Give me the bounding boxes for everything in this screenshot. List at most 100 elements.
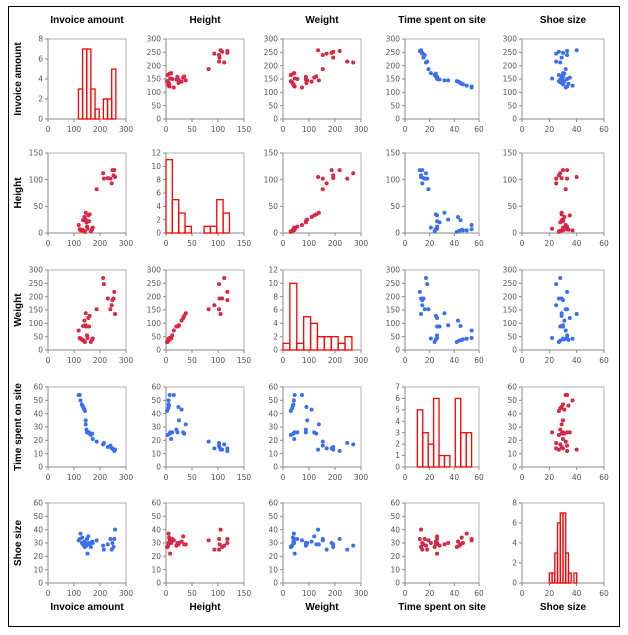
data-point-center — [305, 82, 308, 84]
plot-frame — [282, 269, 362, 351]
data-point — [558, 324, 563, 329]
data-point — [94, 439, 99, 444]
data-point — [290, 535, 295, 540]
data-point-center — [346, 60, 348, 63]
x-tick-label: 20 — [545, 239, 555, 248]
data-point — [108, 537, 113, 541]
data-point — [90, 431, 95, 436]
data-point — [177, 418, 181, 423]
y-tick-label: 10 — [151, 449, 161, 458]
data-point — [420, 303, 425, 308]
x-tick-label: 60 — [599, 356, 609, 365]
column-title: Weight — [305, 15, 339, 26]
x-tick-label: 60 — [474, 356, 484, 365]
y-tick-label: 0 — [156, 229, 161, 238]
y-tick-label: 4 — [156, 202, 161, 211]
data-point — [217, 441, 222, 445]
data-point — [206, 439, 211, 444]
data-point — [101, 543, 106, 548]
data-point-center — [558, 410, 560, 412]
x-tick-label: 40 — [572, 473, 582, 482]
x-tick-label: 0 — [46, 473, 51, 482]
y-tick-label: 250 — [264, 48, 279, 57]
data-point — [331, 542, 336, 547]
plot-frame — [165, 152, 245, 234]
data-point — [292, 437, 297, 441]
x-tick-label: 40 — [450, 125, 460, 134]
data-point — [574, 312, 579, 316]
y-tick-label: 4 — [273, 319, 278, 328]
data-point — [112, 537, 117, 541]
y-tick-label: 150 — [29, 306, 44, 315]
y-tick-label: 0 — [512, 579, 517, 588]
y-tick-label: 20 — [268, 552, 278, 561]
y-tick-label: 50 — [507, 396, 517, 405]
data-point — [320, 443, 325, 448]
y-tick-label: 100 — [386, 319, 401, 328]
data-point — [312, 534, 317, 539]
data-point — [469, 336, 474, 340]
data-point — [426, 307, 431, 312]
x-tick-label: 20 — [425, 356, 435, 365]
data-point — [165, 409, 170, 413]
data-point — [426, 67, 431, 72]
data-point-center — [447, 542, 449, 544]
data-point-center — [563, 216, 566, 218]
y-tick-label: 50 — [268, 512, 278, 521]
data-point — [288, 545, 293, 549]
x-axis-label: Weight — [305, 602, 339, 613]
data-point-center — [111, 182, 113, 185]
data-point — [469, 328, 474, 333]
data-point-center — [226, 299, 229, 301]
x-tick-label: 100 — [67, 239, 82, 248]
data-point-center — [223, 61, 225, 64]
data-point — [464, 228, 469, 233]
data-point — [345, 441, 350, 445]
data-point-center — [111, 299, 114, 301]
data-point — [570, 83, 575, 88]
data-point-center — [427, 539, 430, 542]
y-tick-label: 0 — [156, 463, 161, 472]
panel-4-0: 0 10 20 30 40 50 60 0 100 200 300 — [33, 499, 133, 598]
data-point — [565, 333, 570, 338]
y-tick-label: 0 — [395, 115, 400, 124]
data-point-center — [77, 329, 80, 332]
x-tick-label: 150 — [237, 589, 252, 598]
data-point-center — [169, 552, 171, 555]
data-point-center — [207, 308, 210, 310]
panel-0-4: 0 50 100 150 200 250 300 0 20 40 60 — [503, 35, 609, 134]
x-tick-label: 40 — [572, 239, 582, 248]
x-tick-label: 100 — [211, 125, 226, 134]
data-point — [556, 73, 561, 77]
data-point — [464, 336, 469, 341]
x-tick-label: 0 — [46, 589, 51, 598]
x-tick-label: 20 — [425, 239, 435, 248]
histogram-bar — [90, 88, 96, 120]
data-point — [435, 219, 440, 224]
x-tick-label: 40 — [572, 356, 582, 365]
x-tick-label: 20 — [425, 125, 435, 134]
y-tick-label: 10 — [507, 449, 517, 458]
data-point-center — [565, 188, 567, 190]
y-tick-label: 150 — [386, 75, 401, 84]
histogram-bar — [203, 225, 212, 234]
y-tick-label: 30 — [390, 539, 400, 548]
panel-0-1: 0 50 100 150 200 250 300 0 50 100 150 — [147, 35, 252, 134]
data-point — [316, 422, 321, 427]
data-point-center — [166, 341, 169, 343]
data-point-center — [470, 538, 473, 540]
x-tick-label: 100 — [302, 473, 317, 482]
data-point — [101, 547, 106, 552]
x-tick-label: 100 — [67, 589, 82, 598]
data-point-center — [103, 283, 105, 285]
y-tick-label: 50 — [151, 512, 161, 521]
data-point — [176, 405, 181, 409]
y-tick-label: 150 — [147, 75, 162, 84]
panel-1-1: 0 2 4 6 8 10 12 0 50 100 150 — [151, 149, 251, 248]
y-tick-label: 300 — [503, 35, 518, 44]
data-point — [454, 340, 459, 344]
data-point — [559, 313, 564, 318]
x-tick-label: 40 — [572, 125, 582, 134]
data-point — [562, 318, 567, 323]
y-tick-label: 0 — [38, 346, 43, 355]
